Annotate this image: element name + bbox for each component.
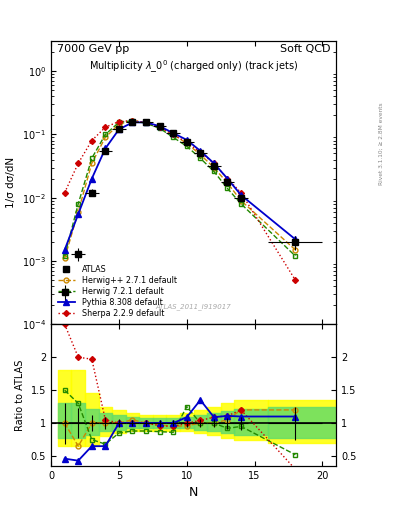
Text: Multiplicity $\lambda\_0^0$ (charged only) (track jets): Multiplicity $\lambda\_0^0$ (charged onl…: [89, 58, 298, 75]
Text: Soft QCD: Soft QCD: [280, 44, 330, 54]
Legend: ATLAS, Herwig++ 2.7.1 default, Herwig 7.2.1 default, Pythia 8.308 default, Sherp: ATLAS, Herwig++ 2.7.1 default, Herwig 7.…: [55, 262, 179, 320]
Y-axis label: Ratio to ATLAS: Ratio to ATLAS: [15, 359, 25, 431]
Text: 7000 GeV pp: 7000 GeV pp: [57, 44, 129, 54]
Y-axis label: 1/σ dσ/dN: 1/σ dσ/dN: [6, 157, 17, 208]
Text: Rivet 3.1.10; ≥ 2.8M events: Rivet 3.1.10; ≥ 2.8M events: [379, 102, 384, 185]
X-axis label: N: N: [189, 486, 198, 499]
Text: ATLAS_2011_I919017: ATLAS_2011_I919017: [156, 303, 231, 310]
